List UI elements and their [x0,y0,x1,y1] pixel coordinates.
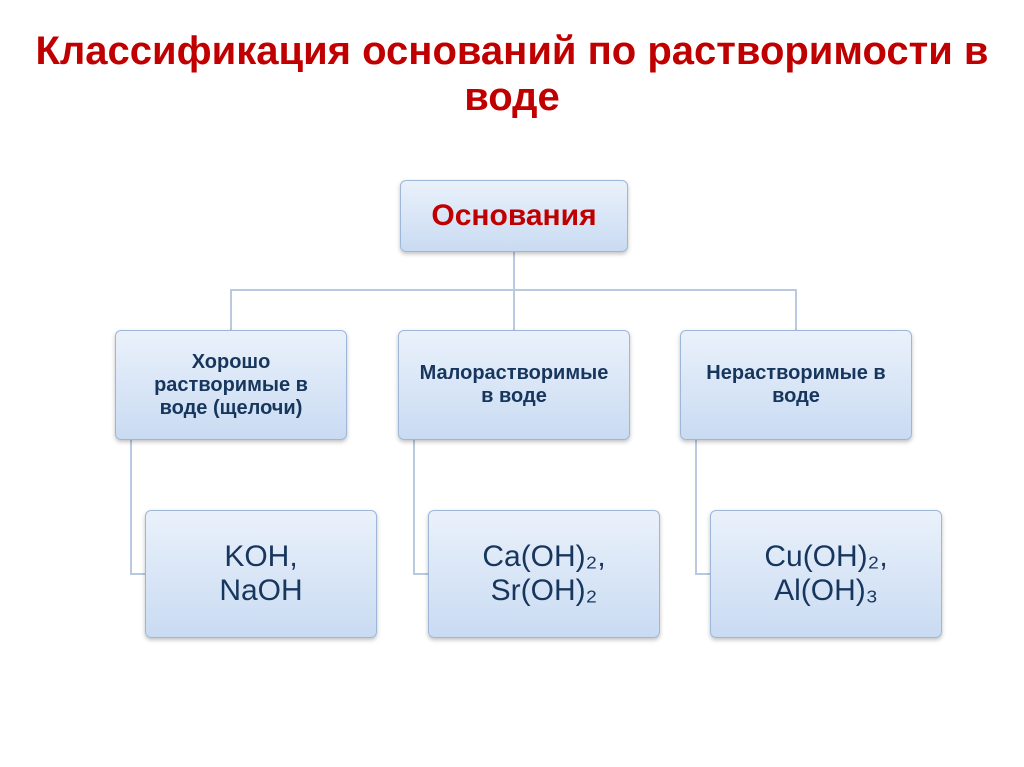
node-root: Основания [400,180,628,252]
slide-title: Классификация оснований по растворимости… [0,28,1024,120]
node-root-label: Основания [431,199,596,233]
title-line-1: Классификация оснований по [35,29,636,73]
node-examples-insoluble: Cu(OH)₂, Al(OH)₃ [710,510,942,638]
node-category-slightly-soluble-text: Малорастворимые в воде [420,362,609,408]
node-category-insoluble: Нерастворимые в воде [680,330,912,440]
node-category-insoluble-text: Нерастворимые в воде [706,362,885,408]
node-category-soluble-text: Хорошо растворимые в воде (щелочи) [154,351,308,420]
node-examples-soluble: KOH, NaOH [145,510,377,638]
slide: Классификация оснований по растворимости… [0,0,1024,767]
node-category-slightly-soluble: Малорастворимые в воде [398,330,630,440]
node-examples-slightly-soluble: Ca(OH)₂, Sr(OH)₂ [428,510,660,638]
node-examples-insoluble-text: Cu(OH)₂, Al(OH)₃ [764,540,887,608]
node-category-soluble: Хорошо растворимые в воде (щелочи) [115,330,347,440]
node-examples-soluble-text: KOH, NaOH [219,540,302,608]
node-examples-slightly-soluble-text: Ca(OH)₂, Sr(OH)₂ [482,540,605,608]
